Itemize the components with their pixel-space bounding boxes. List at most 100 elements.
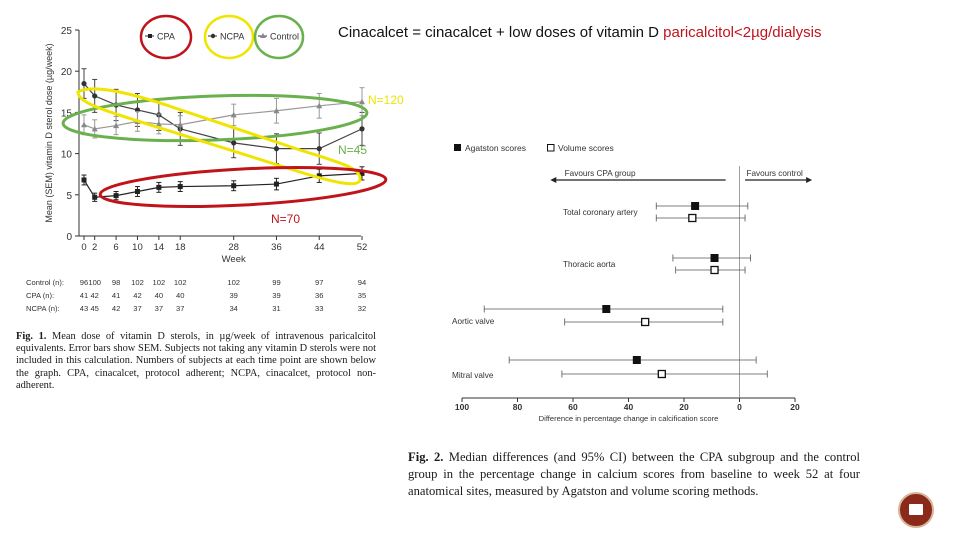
data-point-cpa [177,184,183,190]
data-point-cpa [231,183,237,189]
x-axis-label: Week [222,254,246,265]
arrow-right-icon [806,177,813,183]
y-tick-label: 25 [61,26,73,37]
figure1-caption-label: Fig. 1. [16,331,47,342]
title-highlight: paricalcitol<2µg/dialysis [663,24,822,41]
figure2-forest-plot: 100 80 60 40 20 0 20 Difference in percentage c… [452,143,813,423]
data-point-ncpa [113,102,119,108]
data-point-ncpa [92,93,98,99]
point-volume [710,265,719,275]
x-tick-label: 18 [175,242,186,253]
x-tick-label: 0 [737,402,742,412]
figure2-caption-text: Median differences (and 95% CI) between … [408,450,860,498]
data-point-cpa [316,173,322,179]
x-tick-label: 10 [132,242,143,253]
data-point-ncpa [316,146,322,152]
data-point-ncpa [81,80,87,87]
table-cell: 36 [315,291,323,300]
x-tick-label: 52 [357,242,368,253]
table-cell: 41 [112,291,120,300]
legend-marker-triangle-icon [260,33,266,38]
point-agatston [710,254,719,262]
data-point-cpa [273,181,279,187]
table-cell: 42 [90,291,98,300]
legend-label-agatston: Agatston scores [465,143,526,153]
y-tick-label: 20 [61,67,73,78]
favours-cpa-label: Favours CPA group [565,169,636,178]
data-point-cpa [113,193,119,199]
favours-control-label: Favours control [746,169,803,178]
point-volume [640,317,650,327]
legend-ring-ncpa [203,14,255,60]
y-tick-label: 0 [66,232,72,243]
x-tick-label: 36 [271,242,282,253]
legend-label-cpa: CPA [157,32,175,42]
table-cell: 94 [358,278,366,287]
y-tick-label: 5 [66,191,72,202]
figure1-caption: Fig. 1. Mean dose of vitamin D sterols, … [16,331,376,392]
point-volume [657,369,666,379]
data-point-ncpa [231,140,237,146]
figure1-caption-text: Mean dose of vitamin D sterols, in µg/we… [16,331,376,391]
x-tick-label: 40 [624,402,634,412]
legend-marker-circle-icon [210,33,216,39]
table-row-label: CPA (n): [26,291,54,300]
x-tick-label: 20 [790,402,800,412]
x-tick-label: 6 [113,242,118,253]
legend-agatston-icon [454,144,461,151]
table-cell: 42 [112,304,120,313]
table-cell: 98 [112,278,120,287]
y-tick-label: 10 [61,150,73,161]
table-cell: 39 [229,291,237,300]
point-agatston [691,202,700,210]
table-cell: 37 [133,304,141,313]
table-cell: 102 [174,278,187,287]
x-axis-label: Difference in percentage change in calci… [539,414,719,423]
x-tick-label: 14 [154,242,165,253]
data-point-cpa [134,189,140,195]
legend-label-control: Control [270,32,299,42]
title-main: Cinacalcet = cinacalcet + low doses of v… [338,24,664,41]
x-tick-label: 20 [679,402,689,412]
table-cell: 40 [155,291,163,300]
legend-label-volume: Volume scores [558,143,614,153]
site-label: Mitral valve [452,371,494,380]
table-cell: 100 [88,278,101,287]
x-tick-label: 2 [92,242,97,253]
logo-badge-icon [898,492,934,528]
table-cell: 102 [227,278,240,287]
x-tick-label: 60 [568,402,578,412]
data-point-cpa [359,170,365,176]
data-point-cpa [92,194,98,200]
table-cell: 45 [90,304,98,313]
y-axis-label: Mean (SEM) vitamin D sterol dose (µg/wee… [44,43,54,222]
slide-title: Cinacalcet = cinacalcet + low doses of v… [338,24,821,41]
y-tick-label: 15 [61,108,73,119]
x-tick-label: 44 [314,242,325,253]
site-label: Thoracic aorta [563,260,616,269]
table-row-label: NCPA (n): [26,304,60,313]
x-tick-label: 100 [455,402,469,412]
data-point-cpa [81,177,87,183]
table-cell: 99 [272,278,280,287]
site-label: Total coronary artery [563,208,639,217]
table-cell: 43 [80,304,88,313]
legend-ring-control [253,14,305,60]
data-point-control [81,121,87,128]
data-point-ncpa [273,146,280,152]
data-point-cpa [156,184,162,190]
point-agatston [632,356,641,364]
x-tick-label: 28 [228,242,239,253]
table-cell: 102 [153,278,166,287]
point-volume [688,213,697,223]
legend-ring-cpa [139,14,193,60]
table-cell: 39 [272,291,280,300]
x-tick-label: 80 [513,402,523,412]
legend-marker-square-icon [148,34,152,38]
table-cell: 32 [358,304,366,313]
legend-label-ncpa: NCPA [220,32,244,42]
table-cell: 96 [80,278,88,287]
table-cell: 97 [315,278,323,287]
table-cell: 42 [133,291,141,300]
